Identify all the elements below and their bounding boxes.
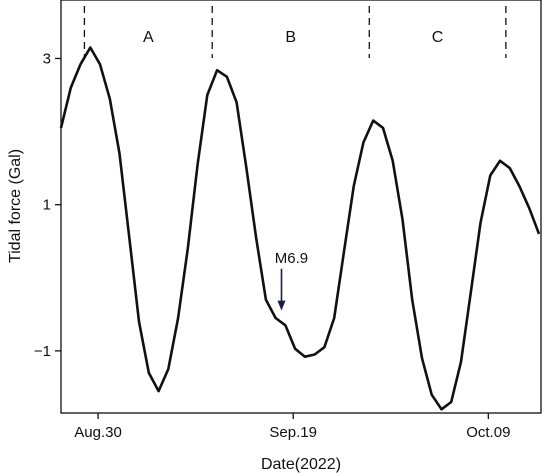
region-label: C	[432, 29, 444, 46]
x-tick-label: Oct.09	[466, 424, 510, 441]
region-label: A	[143, 29, 154, 46]
y-tick-label: 1	[43, 197, 51, 214]
y-axis-label: Tidal force (Gal)	[7, 149, 24, 263]
region-labels: A B C	[143, 29, 443, 46]
annotation-arrow-head	[277, 300, 286, 311]
annotation-label: M6.9	[275, 250, 308, 267]
x-tick-label: Sep.19	[269, 424, 317, 441]
plot-frame	[60, 0, 542, 414]
y-tick-label: −1	[34, 343, 51, 360]
earthquake-annotation: M6.9	[275, 250, 308, 311]
x-axis-label: Date(2022)	[261, 456, 341, 473]
x-axis-ticks: Aug.30 Sep.19 Oct.09	[74, 413, 510, 441]
region-label: B	[285, 29, 296, 46]
x-tick-label: Aug.30	[74, 424, 122, 441]
y-axis-ticks: 3 1 −1	[34, 50, 61, 360]
series-points	[60, 46, 540, 410]
data-series-line	[59, 46, 541, 411]
y-tick-label: 3	[43, 50, 51, 67]
region-dividers	[83, 6, 507, 58]
